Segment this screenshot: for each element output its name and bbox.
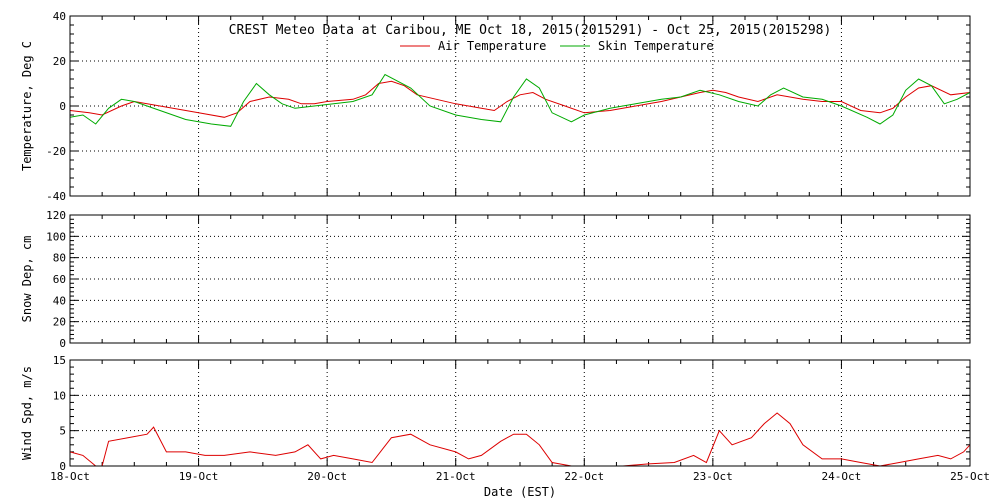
- legend-entry: Skin Temperature: [598, 39, 714, 53]
- y-tick-label: 20: [53, 55, 66, 68]
- y-tick-label: 100: [46, 230, 66, 243]
- plot-frame: [69, 359, 971, 467]
- y-tick-label: 0: [59, 100, 66, 113]
- y-tick-label: 15: [53, 354, 66, 367]
- y-axis-title: Snow Dep, cm: [20, 236, 34, 323]
- y-tick-label: 80: [53, 252, 66, 265]
- chart-panel-2: 0 20 40 60 80 100 120 Snow Dep, cm: [20, 209, 971, 350]
- chart-panels: -40 -20 0 20 40 Temperature, Deg C 0 20 40 60 80 10…: [20, 10, 990, 483]
- plot-frame: [69, 214, 971, 344]
- y-tick-label: 5: [59, 425, 66, 438]
- x-tick-label: 19-Oct: [179, 470, 219, 483]
- series-line-air-temperature: [69, 80, 971, 118]
- y-axis-title: Temperature, Deg C: [20, 41, 34, 171]
- x-tick-label: 21-Oct: [436, 470, 476, 483]
- y-tick-label: 60: [53, 273, 66, 286]
- chart-panel-3: 0 5 10 15 Wind Spd, m/s 18-Oct 19-Oct 20-Oct 21-…: [20, 354, 990, 483]
- y-tick-label: -40: [46, 190, 66, 203]
- y-tick-label: 20: [53, 316, 66, 329]
- x-axis-title: Date (EST): [484, 485, 556, 499]
- x-tick-label: 24-Oct: [822, 470, 862, 483]
- x-tick-label: 23-Oct: [693, 470, 733, 483]
- plot-frame: [69, 15, 971, 197]
- y-tick-label: 40: [53, 294, 66, 307]
- series-line-skin-temperature: [69, 73, 971, 127]
- chart-title: CREST Meteo Data at Caribou, ME Oct 18, …: [229, 23, 832, 38]
- y-tick-label: 120: [46, 209, 66, 222]
- legend-entry: Air Temperature: [438, 39, 546, 53]
- x-tick-label: 25-Oct: [950, 470, 990, 483]
- y-tick-label: 40: [53, 10, 66, 23]
- chart-panel-1: -40 -20 0 20 40 Temperature, Deg C: [20, 10, 971, 203]
- y-tick-label: 0: [59, 460, 66, 473]
- chart-legend: Air Temperature Skin Temperature: [400, 39, 714, 53]
- y-tick-label: 0: [59, 337, 66, 350]
- y-axis-title: Wind Spd, m/s: [20, 366, 34, 460]
- y-tick-label: -20: [46, 145, 66, 158]
- x-tick-label: 18-Oct: [50, 470, 90, 483]
- x-tick-label: 20-Oct: [307, 470, 347, 483]
- series-line-wind-speed: [69, 412, 971, 467]
- x-tick-label: 22-Oct: [564, 470, 604, 483]
- y-tick-label: 10: [53, 389, 66, 402]
